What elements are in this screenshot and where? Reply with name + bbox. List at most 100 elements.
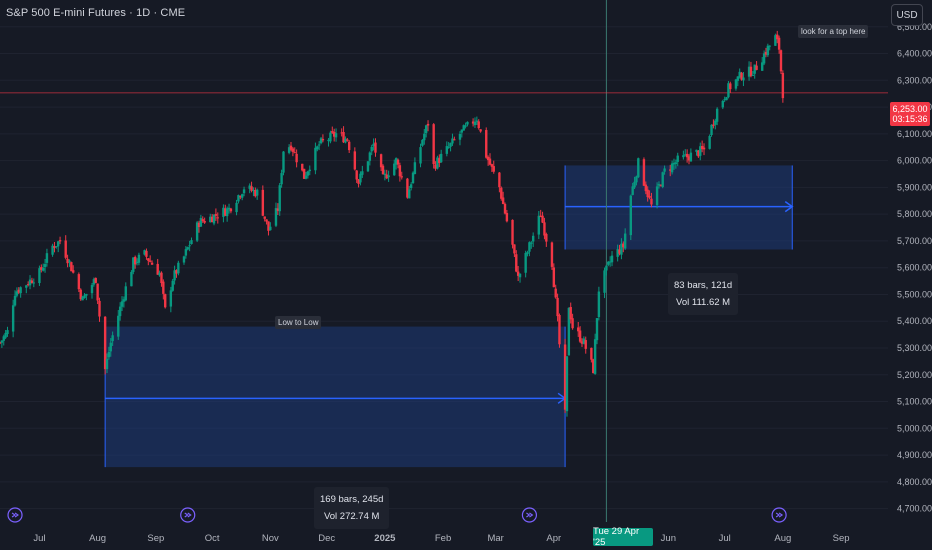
candle-body — [70, 262, 73, 272]
candle-up — [387, 170, 390, 182]
candle-body — [635, 176, 638, 183]
candle-up — [359, 171, 362, 186]
candle-down — [490, 163, 494, 172]
candle-up — [314, 142, 317, 175]
candle-body — [28, 279, 32, 286]
candle-down — [687, 154, 691, 165]
event-marker-icon[interactable] — [7, 507, 23, 523]
symbol-title[interactable]: S&P 500 E-mini Futures · 1D · CME — [6, 7, 186, 19]
candle-down — [381, 164, 385, 175]
candle-body — [595, 318, 599, 341]
measure-fill — [105, 326, 566, 468]
price-tick-label: 5,200.00 — [897, 370, 932, 380]
candle-up — [766, 43, 770, 57]
candle-body — [256, 189, 259, 196]
candle-body — [282, 151, 285, 173]
candle-body — [122, 299, 126, 302]
candle-body — [400, 176, 403, 178]
candle-up — [212, 214, 216, 226]
candle-up — [190, 237, 193, 245]
candle-down — [438, 154, 441, 168]
candle-up — [710, 124, 713, 137]
candle-body — [670, 163, 674, 173]
candle-up — [199, 214, 203, 227]
time-tick-label: Sep — [833, 533, 850, 544]
candle-up — [663, 165, 666, 175]
candle-body — [366, 161, 370, 172]
candle-up — [222, 204, 225, 223]
candle-up — [227, 203, 231, 214]
candle-up — [623, 228, 627, 250]
candle-up — [111, 331, 114, 346]
candle-down — [224, 204, 227, 217]
measure-info-long: 169 bars, 245d Vol 272.74 M — [314, 487, 390, 529]
event-marker-icon[interactable] — [180, 507, 196, 523]
range-label[interactable]: Low to Low — [275, 316, 322, 329]
candle-body — [77, 274, 81, 290]
event-marker-glyph — [775, 512, 784, 518]
candle-body — [387, 175, 390, 178]
candle-up — [182, 255, 186, 265]
candle-body — [118, 306, 122, 317]
candle-body — [319, 138, 323, 144]
candle-up — [738, 68, 741, 79]
candle-body — [593, 339, 597, 374]
candle-body — [13, 295, 17, 306]
candle-up — [51, 243, 54, 257]
candle-down — [103, 316, 107, 375]
candle-body — [567, 307, 571, 356]
candle-body — [526, 252, 529, 254]
candle-down — [400, 171, 403, 180]
candle-body — [541, 215, 544, 223]
candle-body — [45, 253, 49, 263]
candle-up — [524, 250, 527, 278]
currency-button[interactable]: USD — [891, 4, 923, 26]
candle-up — [118, 302, 122, 321]
candle-body — [515, 254, 518, 272]
candle-up — [567, 307, 571, 356]
candle-down — [94, 277, 97, 284]
candle-up — [83, 293, 86, 299]
candle-body — [578, 330, 582, 342]
candle-down — [580, 338, 584, 347]
candle-up — [762, 50, 766, 66]
price-tick-label: 6,400.00 — [897, 49, 932, 59]
top-note-label[interactable]: look for a top here — [798, 25, 869, 38]
candle-up — [682, 150, 685, 160]
candle-up — [120, 296, 124, 312]
candle-body — [79, 289, 82, 300]
candle-down — [432, 123, 435, 169]
candle-up — [475, 116, 479, 125]
candle-body — [334, 133, 338, 138]
event-marker-icon[interactable] — [771, 507, 787, 523]
candle-body — [107, 352, 111, 358]
candle-up — [458, 131, 462, 146]
candle-body — [501, 197, 505, 205]
price-tick-label: 5,000.00 — [897, 423, 932, 433]
event-marker-icon[interactable] — [521, 507, 538, 523]
last-price-value: 6,253.00 — [892, 104, 928, 114]
candle-down — [539, 209, 542, 218]
candle-body — [278, 185, 281, 212]
candle-body — [0, 342, 2, 344]
candle-down — [622, 241, 625, 253]
candle-up — [727, 81, 730, 99]
candle-down — [702, 143, 706, 156]
candle-up — [280, 169, 283, 188]
candle-body — [224, 208, 227, 216]
candle-body — [505, 213, 509, 222]
candle-body — [516, 271, 520, 276]
candle-body — [554, 288, 557, 298]
candle-down — [618, 244, 621, 256]
candle-body — [424, 125, 428, 134]
candle-body — [552, 267, 556, 288]
candle-down — [331, 126, 334, 134]
candle-down — [346, 138, 349, 142]
candle-down — [500, 186, 503, 201]
candle-body — [385, 174, 388, 179]
candle-up — [306, 170, 310, 179]
candle-up — [169, 286, 173, 313]
candle-body — [577, 327, 580, 332]
candle-body — [184, 249, 188, 256]
